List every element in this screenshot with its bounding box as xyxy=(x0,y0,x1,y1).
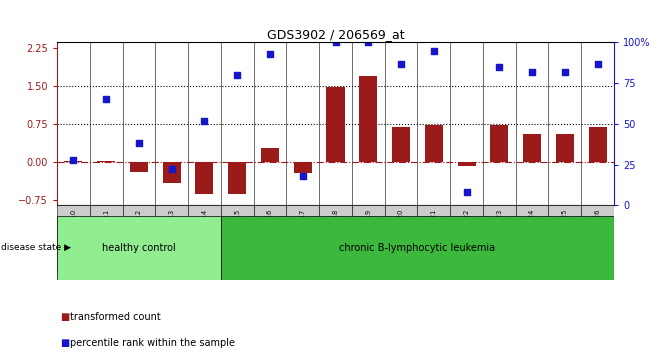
Bar xyxy=(352,205,384,274)
Text: GSM658018: GSM658018 xyxy=(333,209,338,249)
Bar xyxy=(417,205,450,274)
Text: GSM658014: GSM658014 xyxy=(201,209,207,249)
Bar xyxy=(228,162,246,194)
Bar xyxy=(359,75,377,162)
Bar xyxy=(548,205,581,274)
Bar xyxy=(294,162,312,173)
Text: GSM658025: GSM658025 xyxy=(562,209,568,249)
Point xyxy=(363,40,374,45)
Text: chronic B-lymphocytic leukemia: chronic B-lymphocytic leukemia xyxy=(340,243,495,253)
Text: GSM658010: GSM658010 xyxy=(70,209,76,249)
Point xyxy=(560,69,570,75)
Text: GSM658026: GSM658026 xyxy=(595,209,601,249)
Bar xyxy=(64,161,83,162)
Text: ■: ■ xyxy=(60,312,70,322)
Bar xyxy=(130,162,148,172)
Point xyxy=(166,167,177,172)
Bar xyxy=(327,87,344,162)
Text: GSM658024: GSM658024 xyxy=(529,209,535,249)
Bar xyxy=(523,134,541,162)
Bar xyxy=(588,127,607,162)
Bar xyxy=(221,205,254,274)
Text: transformed count: transformed count xyxy=(70,312,161,322)
Text: GSM658012: GSM658012 xyxy=(136,209,142,249)
Bar xyxy=(392,127,410,162)
Bar xyxy=(254,205,287,274)
Point xyxy=(264,51,275,57)
Bar xyxy=(195,162,213,194)
Bar xyxy=(319,205,352,274)
Bar xyxy=(57,216,221,280)
Text: GSM658022: GSM658022 xyxy=(464,209,470,249)
Title: GDS3902 / 206569_at: GDS3902 / 206569_at xyxy=(266,28,405,41)
Text: GSM658017: GSM658017 xyxy=(300,209,306,249)
Bar xyxy=(556,134,574,162)
Text: ■: ■ xyxy=(60,338,70,348)
Bar xyxy=(491,125,509,162)
Bar xyxy=(450,205,483,274)
Point xyxy=(396,61,407,67)
Point xyxy=(199,118,210,124)
Bar xyxy=(97,161,115,162)
Bar xyxy=(581,205,614,274)
Point xyxy=(330,40,341,45)
Text: GSM658011: GSM658011 xyxy=(103,209,109,249)
Bar xyxy=(384,205,417,274)
Bar xyxy=(516,205,548,274)
Bar xyxy=(221,216,614,280)
Point xyxy=(297,173,308,179)
Bar xyxy=(188,205,221,274)
Point xyxy=(134,141,144,146)
Bar xyxy=(155,205,188,274)
Text: GSM658021: GSM658021 xyxy=(431,209,437,249)
Bar xyxy=(57,205,90,274)
Text: GSM658023: GSM658023 xyxy=(497,209,503,249)
Bar xyxy=(287,205,319,274)
Point xyxy=(68,157,79,162)
Bar xyxy=(90,205,123,274)
Bar xyxy=(425,125,443,162)
Text: GSM658015: GSM658015 xyxy=(234,209,240,249)
Point xyxy=(428,48,439,53)
Bar xyxy=(123,205,155,274)
Bar xyxy=(162,162,180,183)
Point xyxy=(101,97,111,102)
Point xyxy=(232,72,243,78)
Bar xyxy=(483,205,516,274)
Text: GSM658020: GSM658020 xyxy=(398,209,404,249)
Point xyxy=(527,69,537,75)
Text: disease state ▶: disease state ▶ xyxy=(1,243,70,252)
Text: percentile rank within the sample: percentile rank within the sample xyxy=(70,338,236,348)
Text: GSM658019: GSM658019 xyxy=(365,209,371,249)
Text: GSM658013: GSM658013 xyxy=(168,209,174,249)
Point xyxy=(461,189,472,195)
Bar xyxy=(261,148,279,162)
Point xyxy=(592,61,603,67)
Text: GSM658016: GSM658016 xyxy=(267,209,273,249)
Point xyxy=(494,64,505,70)
Text: healthy control: healthy control xyxy=(102,243,176,253)
Bar xyxy=(458,162,476,166)
